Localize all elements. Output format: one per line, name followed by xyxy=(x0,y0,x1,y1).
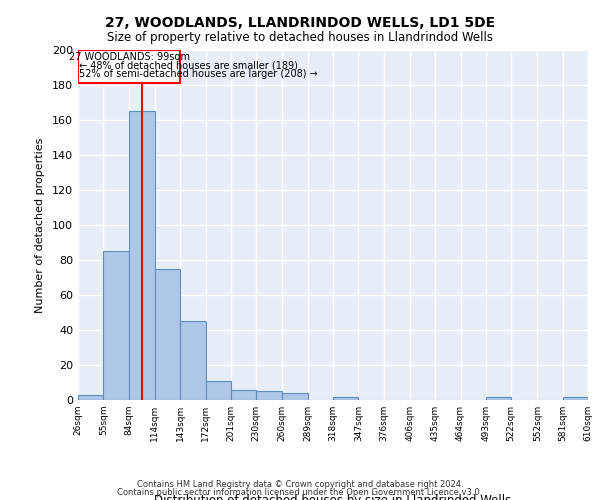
Text: Size of property relative to detached houses in Llandrindod Wells: Size of property relative to detached ho… xyxy=(107,31,493,44)
FancyBboxPatch shape xyxy=(78,50,180,84)
X-axis label: Distribution of detached houses by size in Llandrindod Wells: Distribution of detached houses by size … xyxy=(154,494,512,500)
Bar xyxy=(333,396,358,400)
Bar xyxy=(563,396,588,400)
Text: 27, WOODLANDS, LLANDRINDOD WELLS, LD1 5DE: 27, WOODLANDS, LLANDRINDOD WELLS, LD1 5D… xyxy=(105,16,495,30)
Text: 27 WOODLANDS: 99sqm: 27 WOODLANDS: 99sqm xyxy=(68,52,190,62)
Bar xyxy=(128,112,155,400)
Text: Contains public sector information licensed under the Open Government Licence v3: Contains public sector information licen… xyxy=(118,488,482,497)
Bar xyxy=(155,269,180,400)
Bar xyxy=(231,390,256,400)
Bar xyxy=(78,395,103,400)
Bar xyxy=(205,381,231,400)
Bar xyxy=(180,322,205,400)
Y-axis label: Number of detached properties: Number of detached properties xyxy=(35,138,45,312)
Text: Contains HM Land Registry data © Crown copyright and database right 2024.: Contains HM Land Registry data © Crown c… xyxy=(137,480,463,489)
Bar xyxy=(486,396,511,400)
Bar xyxy=(256,391,283,400)
Text: 52% of semi-detached houses are larger (208) →: 52% of semi-detached houses are larger (… xyxy=(79,70,317,80)
Text: ← 48% of detached houses are smaller (189): ← 48% of detached houses are smaller (18… xyxy=(79,60,298,70)
Bar xyxy=(103,252,128,400)
Bar xyxy=(283,393,308,400)
